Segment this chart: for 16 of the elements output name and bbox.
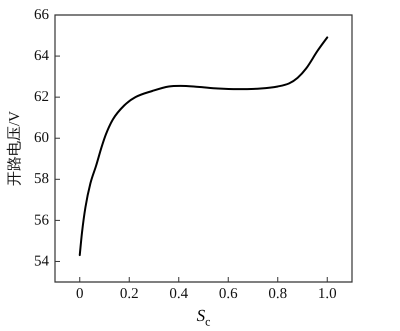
y-tick-label: 66 [34, 6, 50, 23]
x-axis-title: S$_{c}$ [196, 306, 210, 330]
y-tick-label: 58 [34, 171, 49, 188]
y-tick-label: 64 [34, 48, 50, 64]
x-tick-label: 0.4 [169, 286, 189, 302]
y-tick-label: 62 [34, 89, 49, 106]
x-tick-label: 0 [76, 286, 84, 302]
y-axis-title: 开路电压/V [6, 110, 23, 186]
x-tick-label: 0.8 [268, 286, 288, 302]
y-tick-label: 56 [34, 212, 50, 228]
x-tick-label: 0.2 [120, 286, 139, 302]
y-tick-label: 60 [34, 130, 49, 146]
x-tick-label: 0.6 [218, 286, 238, 302]
y-tick-label: 54 [34, 253, 50, 270]
line-series [78, 36, 328, 256]
x-tick-label: 1.0 [318, 286, 337, 302]
